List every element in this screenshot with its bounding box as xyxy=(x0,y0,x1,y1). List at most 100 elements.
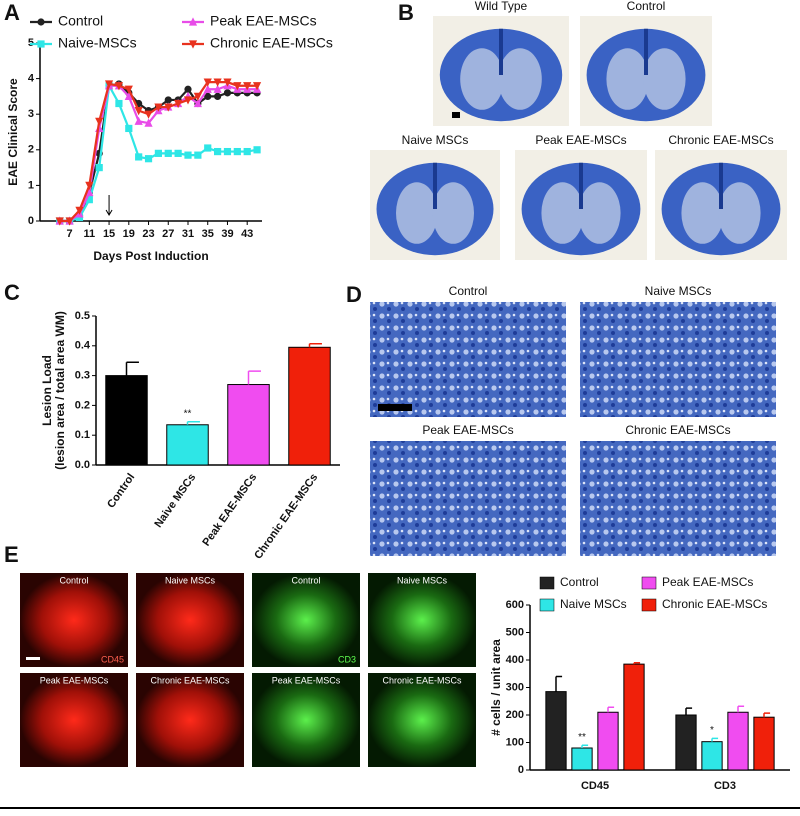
histology-image xyxy=(370,441,566,556)
data-point xyxy=(65,217,74,226)
legend-marker xyxy=(37,40,45,48)
legend-swatch xyxy=(641,576,657,590)
image-label: Chronic EAE-MSCs xyxy=(150,675,230,685)
image-label: Control xyxy=(291,575,320,585)
legend-label: Naive MSCs xyxy=(560,597,627,611)
error-bar xyxy=(247,370,261,385)
y-tick-label: 0.0 xyxy=(75,459,90,471)
y-tick-label: 400 xyxy=(506,654,524,666)
legend-marker xyxy=(188,17,198,26)
bar xyxy=(727,711,749,771)
data-point xyxy=(164,103,173,112)
y-axis-label: # cells / unit area xyxy=(489,639,503,736)
error-bar xyxy=(607,706,615,713)
histology-image xyxy=(580,441,776,556)
section-grey-matter xyxy=(432,182,475,244)
y-tick-label: 3 xyxy=(28,108,34,120)
bar xyxy=(753,716,775,771)
image-label: Chronic EAE-MSCs xyxy=(382,675,462,685)
data-point xyxy=(135,153,143,161)
data-point xyxy=(85,187,94,197)
data-point xyxy=(164,149,172,157)
x-tick-label: 11 xyxy=(84,228,96,240)
y-tick-label: 600 xyxy=(506,599,524,611)
x-tick-label: Chronic EAE-MSCs xyxy=(252,472,320,562)
image-label: Peak EAE-MSCs xyxy=(422,423,513,437)
y-tick-label: 0 xyxy=(518,764,524,776)
data-point xyxy=(75,206,84,215)
data-point xyxy=(114,82,124,91)
legend-swatch xyxy=(539,576,555,590)
y-tick-label: 300 xyxy=(506,681,524,693)
bar xyxy=(623,663,645,771)
bar xyxy=(105,375,148,466)
data-point xyxy=(203,84,212,93)
data-point xyxy=(233,82,242,91)
fluorescence-image xyxy=(368,673,476,767)
x-tick-label: 19 xyxy=(123,228,135,240)
error-bar xyxy=(685,707,693,715)
y-tick-label: 0.4 xyxy=(75,340,91,352)
annotation: ** xyxy=(184,408,192,419)
data-point xyxy=(252,82,262,91)
fluorescence-image xyxy=(20,673,128,767)
data-point xyxy=(214,92,222,100)
y-tick-label: 0 xyxy=(28,215,34,227)
bar xyxy=(571,747,593,771)
scale-bar xyxy=(26,657,40,660)
data-point xyxy=(124,85,133,94)
annotation: * xyxy=(710,725,714,736)
y-tick-label: 200 xyxy=(506,709,524,721)
data-point xyxy=(213,84,222,93)
data-point xyxy=(144,118,153,127)
scale-bar xyxy=(452,112,460,118)
error-bar xyxy=(555,675,563,692)
legend-label: Chronic EAE-MSCs xyxy=(210,35,333,51)
bar xyxy=(701,741,723,771)
error-bar xyxy=(633,662,641,665)
data-point xyxy=(193,92,202,101)
fluorescence-image xyxy=(136,673,244,767)
section-grey-matter xyxy=(396,182,438,244)
data-point xyxy=(154,149,162,157)
section-grey-matter xyxy=(498,48,542,110)
data-point xyxy=(183,96,193,105)
data-point xyxy=(223,147,232,156)
image-label: Chronic EAE-MSCs xyxy=(668,133,773,147)
image-label: Control xyxy=(59,575,88,585)
data-point xyxy=(213,78,222,87)
data-point xyxy=(184,85,192,93)
data-point xyxy=(85,181,94,190)
y-tick-label: 0.5 xyxy=(75,310,90,322)
fluorescence-image xyxy=(252,573,360,667)
panel-letter: E xyxy=(4,542,19,567)
data-point xyxy=(174,99,183,109)
y-tick-label: 0.1 xyxy=(75,429,90,441)
y-tick-label: 0.2 xyxy=(75,399,90,411)
section-grey-matter xyxy=(460,48,504,110)
y-tick-label: 4 xyxy=(28,73,35,85)
legend-label: Chronic EAE-MSCs xyxy=(662,597,767,611)
fluorescence-image xyxy=(252,673,360,767)
panel-letter: B xyxy=(398,0,414,25)
x-tick-label: Peak EAE-MSCs xyxy=(200,472,259,549)
histology-image xyxy=(370,302,566,417)
error-bar xyxy=(711,737,719,742)
legend-swatch xyxy=(641,598,657,612)
legend-label: Peak EAE-MSCs xyxy=(662,575,753,589)
image-label: Control xyxy=(627,0,666,13)
x-axis-label: Days Post Induction xyxy=(93,249,208,263)
image-label: Naive MSCs xyxy=(397,575,448,585)
x-tick-label: 23 xyxy=(142,228,154,240)
data-point xyxy=(124,91,133,100)
data-point xyxy=(104,80,114,89)
data-point xyxy=(184,151,192,159)
x-tick-label: 31 xyxy=(182,228,194,240)
data-point xyxy=(203,78,212,87)
data-point xyxy=(95,164,103,172)
image-label: Wild Type xyxy=(475,0,528,13)
y-axis-label: EAE Clinical Score xyxy=(6,78,20,186)
marker-label: CD45 xyxy=(101,654,124,664)
y-tick-label: 2 xyxy=(28,144,34,156)
